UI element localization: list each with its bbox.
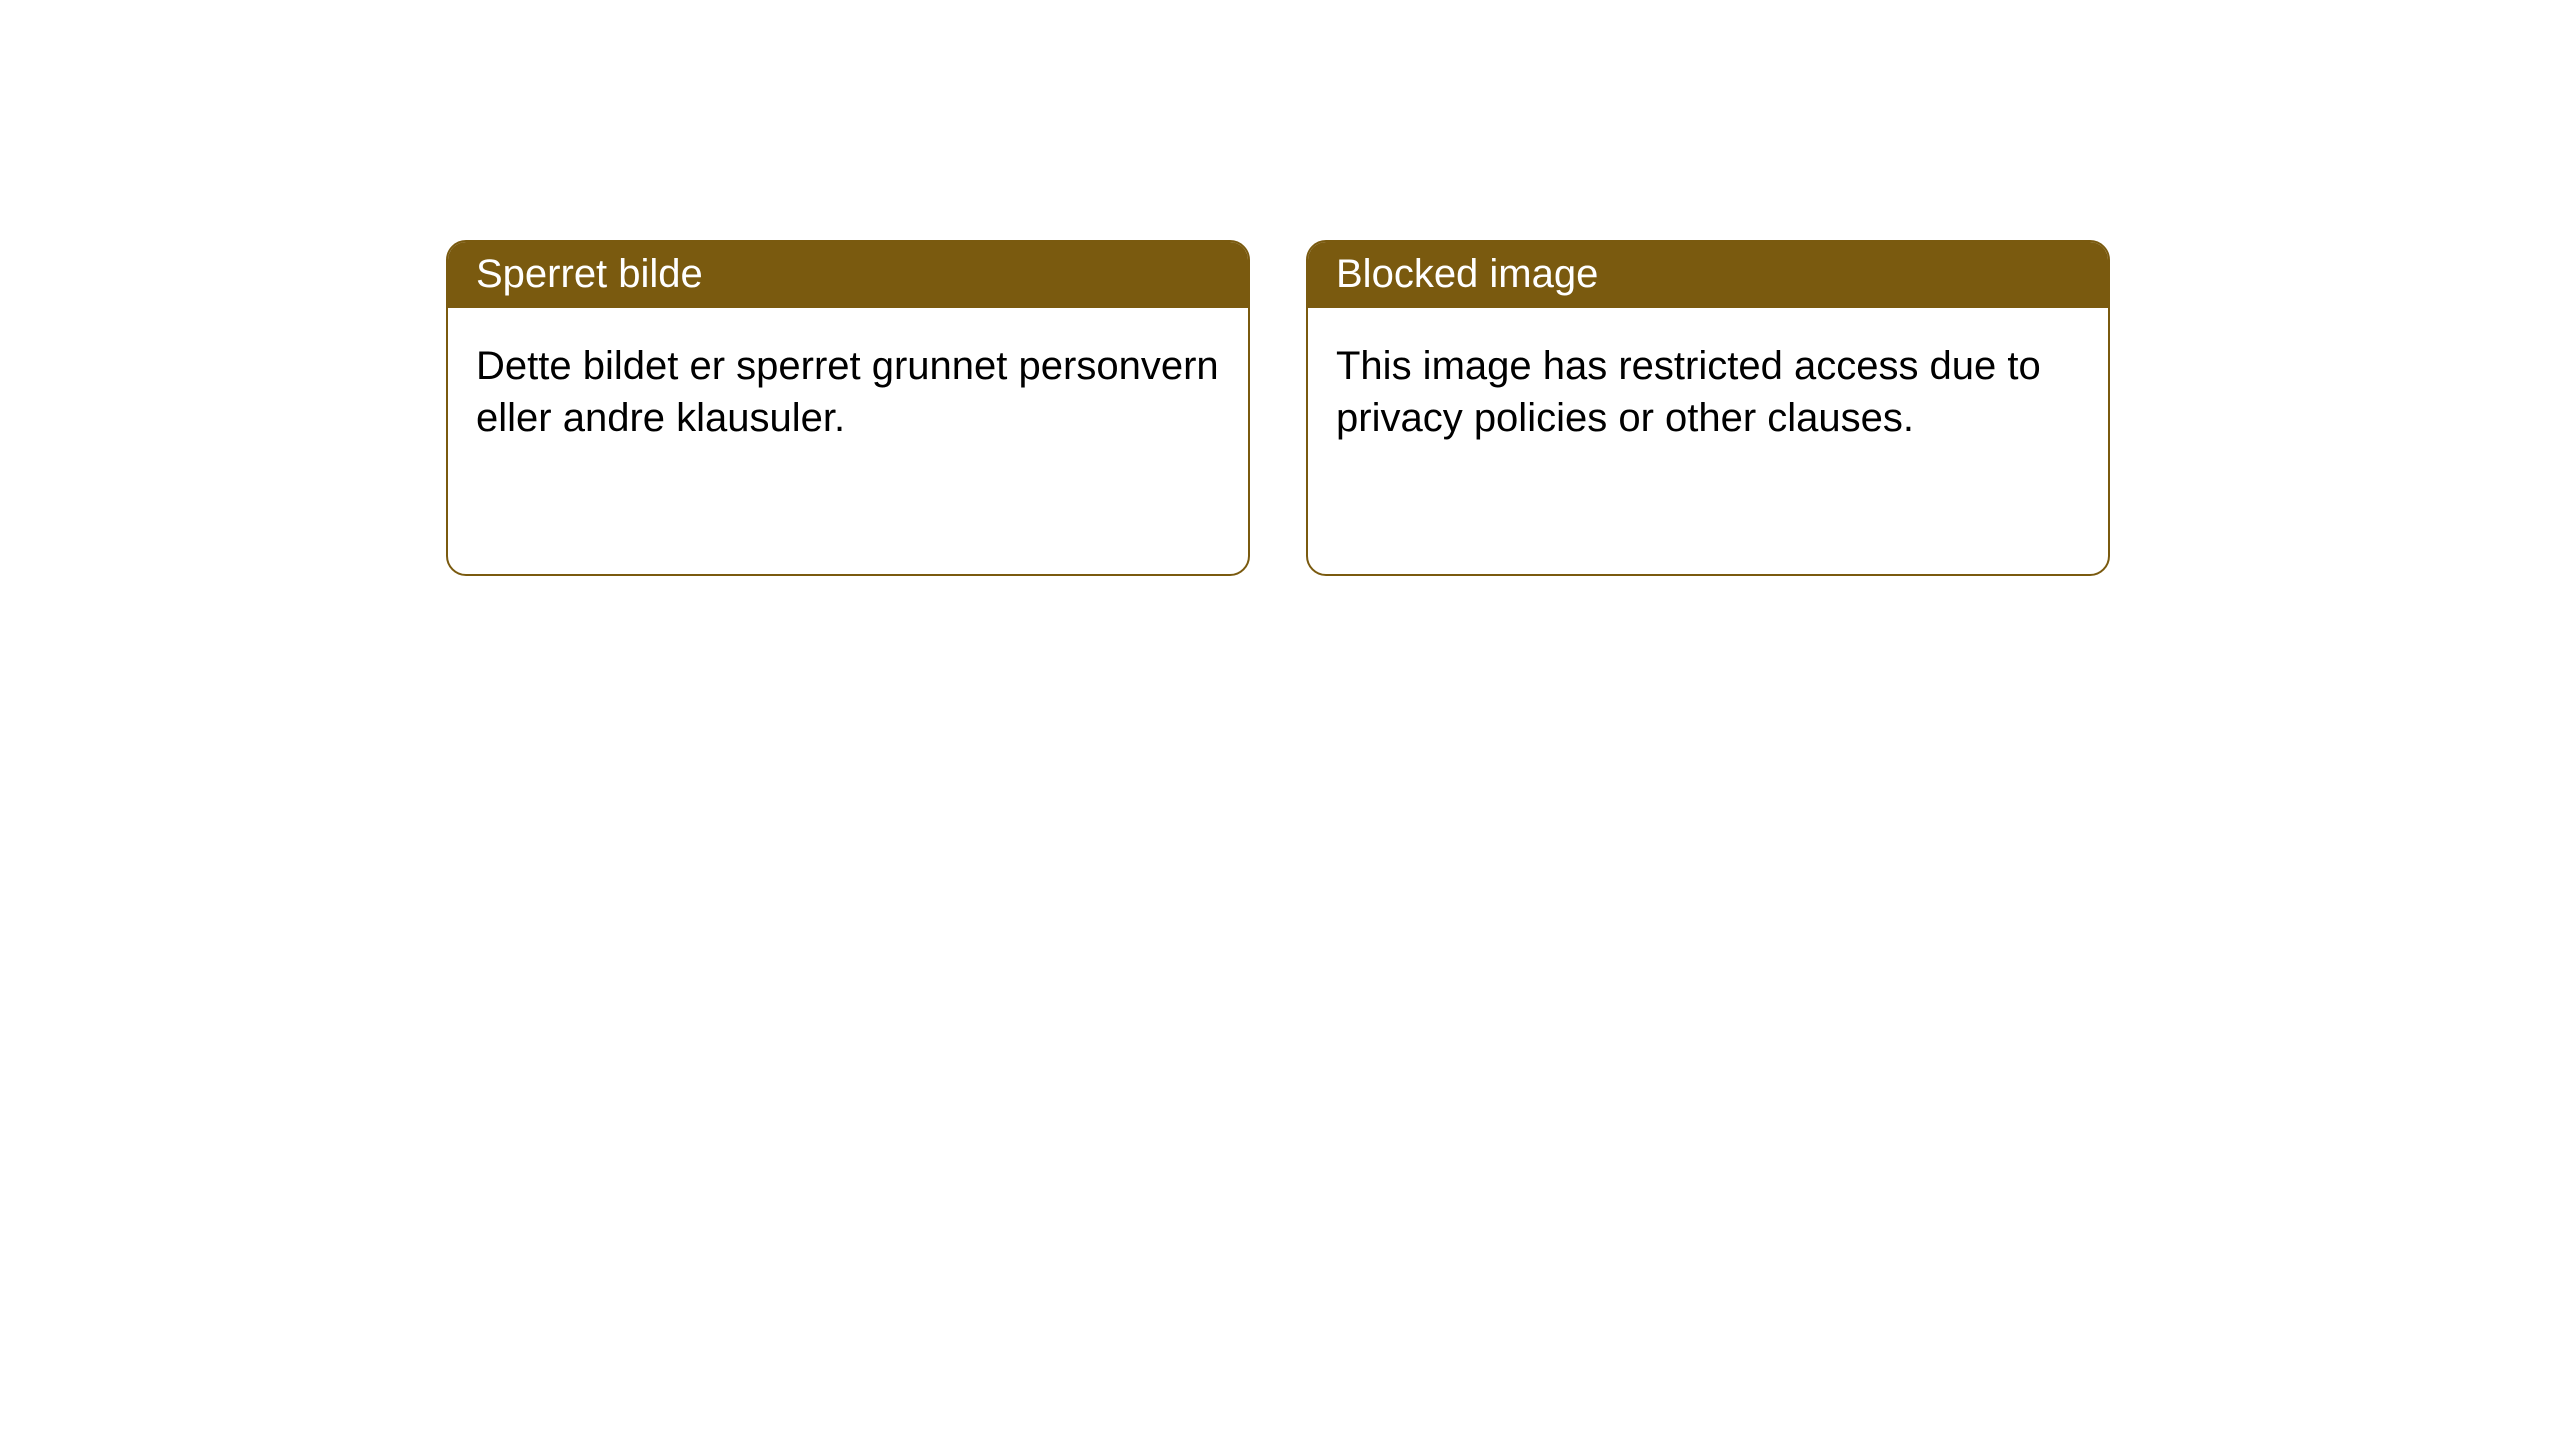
notice-card-norwegian: Sperret bilde Dette bildet er sperret gr…	[446, 240, 1250, 576]
notice-card-english: Blocked image This image has restricted …	[1306, 240, 2110, 576]
notice-title-english: Blocked image	[1308, 242, 2108, 308]
notice-container: Sperret bilde Dette bildet er sperret gr…	[0, 0, 2560, 576]
notice-body-english: This image has restricted access due to …	[1308, 308, 2108, 472]
notice-body-norwegian: Dette bildet er sperret grunnet personve…	[448, 308, 1248, 472]
notice-title-norwegian: Sperret bilde	[448, 242, 1248, 308]
